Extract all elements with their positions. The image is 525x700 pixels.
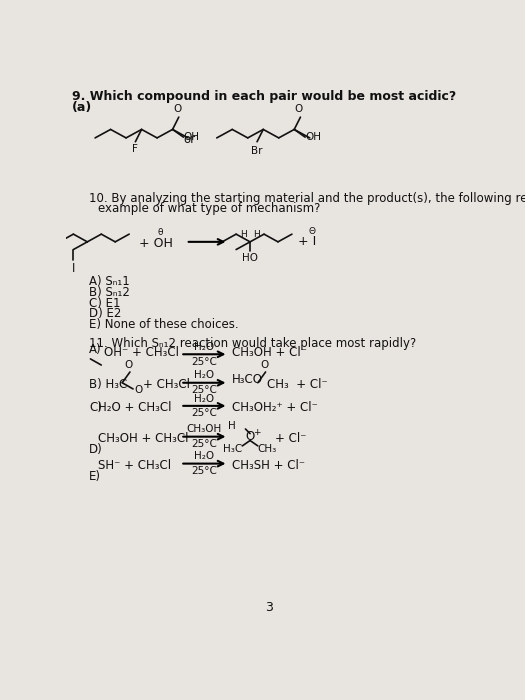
Text: Br: Br — [251, 146, 263, 156]
Text: H: H — [228, 421, 236, 431]
Text: OH: OH — [183, 132, 200, 142]
Text: H₂O + CH₃Cl: H₂O + CH₃Cl — [98, 401, 172, 414]
Text: 25°C: 25°C — [192, 356, 217, 367]
Text: B) Sₙ₁2: B) Sₙ₁2 — [89, 286, 130, 299]
Text: 9. Which compound in each pair would be most acidic?: 9. Which compound in each pair would be … — [72, 90, 456, 103]
Text: θ: θ — [157, 228, 163, 237]
Text: + CH₃Cl: + CH₃Cl — [143, 378, 190, 391]
Text: H₃CO: H₃CO — [232, 373, 263, 386]
Text: SH⁻ + CH₃Cl: SH⁻ + CH₃Cl — [98, 458, 171, 472]
Text: E): E) — [89, 470, 101, 483]
Text: 11. Which Sₙ₁2 reaction would take place most rapidly?: 11. Which Sₙ₁2 reaction would take place… — [89, 337, 416, 349]
Text: O: O — [295, 104, 303, 114]
Text: CH₃SH + Cl⁻: CH₃SH + Cl⁻ — [232, 458, 306, 472]
Text: + OH: + OH — [139, 237, 173, 250]
Text: or: or — [184, 133, 196, 146]
Text: OH: OH — [305, 132, 321, 142]
Text: Θ: Θ — [308, 227, 315, 236]
Text: example of what type of mechanism?: example of what type of mechanism? — [98, 202, 321, 215]
Text: H₃C: H₃C — [223, 444, 242, 454]
Text: CH₃  + Cl⁻: CH₃ + Cl⁻ — [267, 378, 328, 391]
Text: CH₃OH: CH₃OH — [187, 424, 222, 434]
Text: 10. By analyzing the starting material and the product(s), the following reactio: 10. By analyzing the starting material a… — [89, 192, 525, 205]
Text: H: H — [240, 230, 247, 239]
Text: 25°C: 25°C — [192, 385, 217, 395]
Text: CH₃OH + Cl⁻: CH₃OH + Cl⁻ — [232, 346, 307, 359]
Text: O: O — [134, 385, 143, 395]
Text: 25°C: 25°C — [192, 466, 217, 476]
Text: C): C) — [89, 401, 102, 414]
Text: CH₃OH + CH₃Cl: CH₃OH + CH₃Cl — [98, 432, 188, 444]
Text: O: O — [246, 430, 255, 443]
Text: A) Sₙ₁1: A) Sₙ₁1 — [89, 275, 130, 288]
Text: D): D) — [89, 443, 102, 456]
Text: O: O — [124, 360, 132, 370]
Text: 3: 3 — [265, 601, 272, 614]
Text: C) E1: C) E1 — [89, 297, 120, 309]
Text: H₂O: H₂O — [194, 370, 214, 381]
Text: I: I — [72, 262, 75, 275]
Text: A): A) — [89, 343, 101, 356]
Text: (a): (a) — [72, 101, 92, 114]
Text: H₂O: H₂O — [194, 452, 214, 461]
Text: OH⁻ + CH₃Cl: OH⁻ + CH₃Cl — [104, 346, 180, 359]
Text: +: + — [253, 428, 261, 437]
Text: F: F — [132, 144, 138, 154]
Text: H₂O: H₂O — [194, 342, 214, 352]
Text: 25°C: 25°C — [192, 408, 217, 418]
Text: + Cl⁻: + Cl⁻ — [275, 432, 307, 444]
Text: O: O — [260, 360, 268, 370]
Text: H: H — [253, 230, 260, 239]
Text: HO: HO — [242, 253, 258, 262]
Text: O: O — [173, 104, 181, 114]
Text: 25°C: 25°C — [192, 439, 217, 449]
Text: H₂O: H₂O — [194, 393, 214, 403]
Text: D) E2: D) E2 — [89, 307, 121, 321]
Text: E) None of these choices.: E) None of these choices. — [89, 318, 238, 331]
Text: CH₃OH₂⁺ + Cl⁻: CH₃OH₂⁺ + Cl⁻ — [232, 401, 318, 414]
Text: B) H₃C: B) H₃C — [89, 378, 127, 391]
Text: + I: + I — [298, 234, 317, 248]
Text: CH₃: CH₃ — [258, 444, 277, 454]
